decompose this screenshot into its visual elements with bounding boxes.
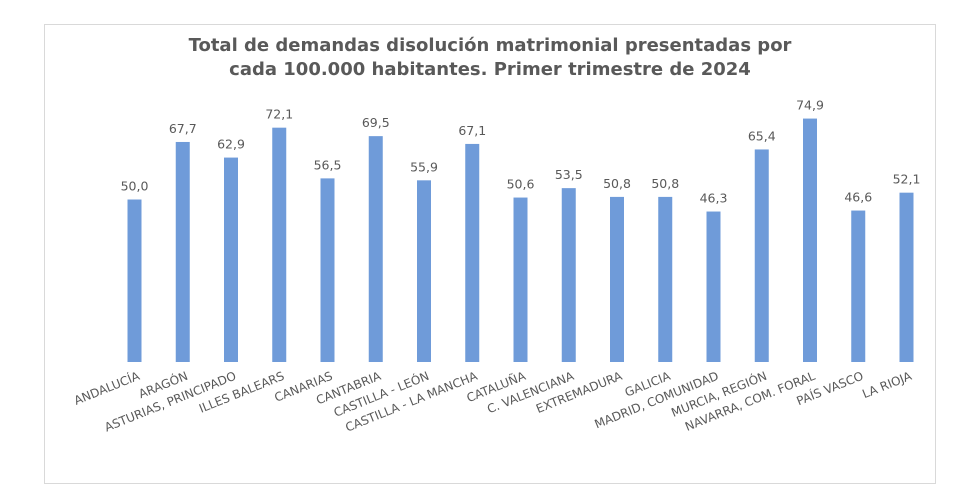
data-label-2: 67,7 <box>169 121 197 136</box>
chart-title-line-2: cada 100.000 habitantes. Primer trimestr… <box>229 59 751 80</box>
bar-7 <box>417 180 431 362</box>
bar-1 <box>127 199 142 362</box>
bar-15 <box>803 118 817 362</box>
data-label-16: 46,6 <box>844 190 872 205</box>
chart-title: Total de demandas disolución matrimonial… <box>44 34 936 82</box>
data-label-12: 50,8 <box>651 176 679 191</box>
bar-12 <box>658 196 673 362</box>
chart-frame <box>44 24 936 484</box>
x-tick-label-17: LA RIOJA <box>860 369 914 402</box>
data-label-10: 53,5 <box>555 167 583 182</box>
bar-17 <box>899 192 914 362</box>
data-label-8: 67,1 <box>458 123 486 138</box>
data-label-11: 50,8 <box>603 176 631 191</box>
x-tick-label-1: ANDALUCÍA <box>72 368 143 408</box>
bar-13 <box>706 211 721 362</box>
data-label-17: 52,1 <box>893 172 921 187</box>
chart-title-line-1: Total de demandas disolución matrimonial… <box>188 35 792 56</box>
bar-2 <box>175 141 190 362</box>
bar-10 <box>561 188 576 363</box>
data-label-9: 50,6 <box>507 177 535 192</box>
bar-14 <box>754 149 769 362</box>
data-label-3: 62,9 <box>217 137 245 152</box>
bar-11 <box>610 196 624 362</box>
bar-16 <box>851 210 866 362</box>
data-label-7: 55,9 <box>410 159 438 174</box>
data-label-6: 69,5 <box>362 115 390 130</box>
bar-5 <box>320 178 335 363</box>
data-label-1: 50,0 <box>121 179 149 194</box>
data-label-4: 72,1 <box>265 107 293 122</box>
bar-3 <box>224 157 238 362</box>
bar-6 <box>368 136 383 363</box>
data-label-13: 46,3 <box>700 191 728 206</box>
data-label-15: 74,9 <box>796 98 824 113</box>
bar-9 <box>513 197 528 362</box>
data-label-14: 65,4 <box>748 128 776 143</box>
data-label-5: 56,5 <box>314 157 342 172</box>
bar-8 <box>465 143 480 362</box>
bar-4 <box>272 127 287 363</box>
